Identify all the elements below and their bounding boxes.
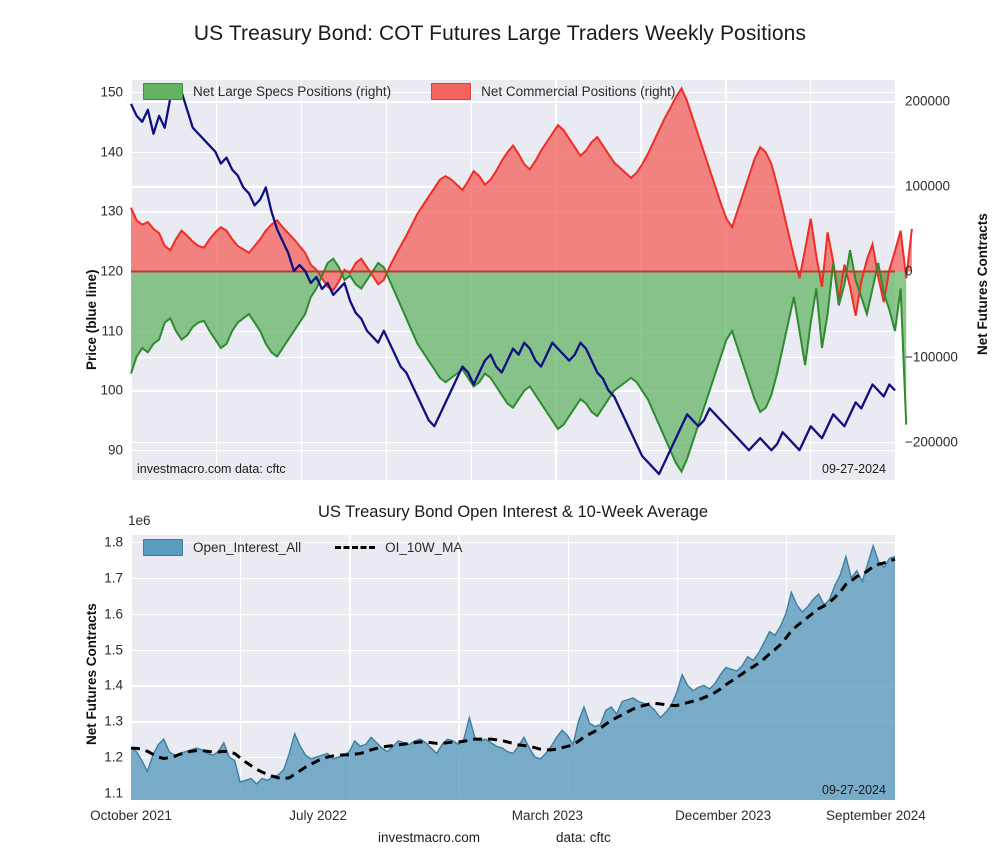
legend-item-open-interest[interactable]: Open_Interest_All [143, 539, 301, 556]
open-interest-plot-area [130, 535, 897, 800]
legend-item-commercial[interactable]: Net Commercial Positions (right) [431, 83, 675, 100]
bottom-x-tick: July 2022 [289, 808, 348, 823]
bottom-left-tick: 1.1 [104, 785, 123, 801]
top-right-axis-title: Net Futures Contracts [975, 213, 990, 355]
top-left-tick: 120 [100, 263, 123, 279]
cot-positions-plot-area [129, 80, 913, 480]
top-left-tick: 130 [100, 203, 123, 219]
legend-dash-line [335, 546, 376, 549]
top-annotation-source: investmacro.com data: cftc [137, 462, 286, 476]
bottom-left-tick: 1.4 [104, 677, 123, 693]
bottom-left-tick: 1.7 [104, 570, 123, 586]
top-left-tick: 90 [107, 442, 123, 458]
footer-data-source: data: cftc [556, 830, 611, 845]
legend-item-ma[interactable]: OI_10W_MA [335, 540, 462, 555]
page-title: US Treasury Bond: COT Futures Large Trad… [193, 22, 807, 45]
legend-label-commercial: Net Commercial Positions (right) [481, 84, 676, 99]
top-right-tick: −200000 [905, 434, 958, 450]
legend-swatch-red [431, 83, 472, 100]
bottom-axis-title: Net Futures Contracts [84, 603, 99, 745]
top-left-tick: 140 [100, 144, 123, 160]
legend-label-ma: OI_10W_MA [385, 540, 463, 555]
top-right-tick: 100000 [905, 178, 951, 194]
legend-label-open-interest: Open_Interest_All [193, 540, 302, 555]
top-right-tick: −100000 [905, 349, 958, 365]
top-chart-canvas [129, 84, 913, 476]
bottom-legend: Open_Interest_All OI_10W_MA [143, 539, 462, 556]
legend-swatch-green [143, 83, 183, 100]
bottom-x-tick: October 2021 [90, 808, 172, 823]
top-annotation-date: 09-27-2024 [822, 462, 886, 476]
bottom-x-tick: September 2024 [825, 808, 926, 823]
legend-label-large-specs: Net Large Specs Positions (right) [193, 84, 392, 99]
bottom-left-tick: 1.8 [104, 534, 123, 550]
legend-swatch-blue [143, 539, 183, 556]
bottom-left-tick: 1.2 [104, 749, 123, 765]
top-left-tick: 100 [100, 382, 123, 398]
bottom-x-tick: December 2023 [675, 808, 772, 823]
top-right-tick: 0 [905, 263, 913, 279]
bottom-chart-canvas [130, 543, 896, 800]
top-legend: Net Large Specs Positions (right) Net Co… [143, 83, 675, 100]
bottom-left-tick: 1.6 [104, 606, 123, 622]
bottom-left-tick: 1.3 [104, 713, 123, 729]
bottom-left-tick: 1.5 [104, 642, 123, 658]
bottom-x-tick: March 2023 [511, 808, 584, 823]
footer-site: investmacro.com [378, 830, 481, 845]
top-left-tick: 150 [100, 84, 123, 100]
top-right-tick: 200000 [905, 93, 951, 109]
legend-item-large-specs[interactable]: Net Large Specs Positions (right) [143, 83, 391, 100]
bottom-axis-offset-label: 1e6 [128, 513, 151, 528]
top-left-tick: 110 [101, 323, 123, 339]
bottom-chart-title: US Treasury Bond Open Interest & 10-Week… [317, 503, 709, 521]
bottom-annotation-date: 09-27-2024 [822, 783, 886, 797]
top-left-axis-title: Price (blue line) [84, 269, 99, 370]
